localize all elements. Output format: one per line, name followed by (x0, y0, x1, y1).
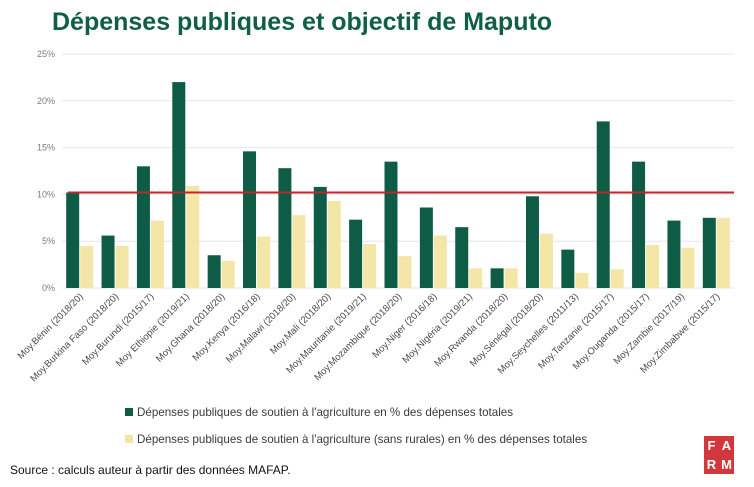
bar-series2 (610, 269, 624, 288)
chart-title: Dépenses publiques et objectif de Maputo (52, 8, 553, 36)
bar-series1 (313, 186, 327, 288)
bar-series1 (172, 82, 186, 288)
legend-label: Dépenses publiques de soutien à l'agricu… (137, 433, 587, 446)
y-tick-label: 0% (42, 283, 55, 293)
bar-series2 (292, 214, 306, 288)
x-category-label: Moy.Malawi (2018/20) (224, 291, 298, 365)
y-tick-label: 25% (37, 49, 55, 59)
bar-series2 (469, 268, 483, 288)
source-note: Source : calculs auteur à partir des don… (10, 463, 291, 477)
bar-series1 (136, 166, 150, 288)
legend-label: Dépenses publiques de soutien à l'agricu… (137, 406, 513, 419)
x-category-label: Moy.Niger (2016/18) (370, 291, 439, 360)
bar-series1 (490, 268, 504, 288)
bar-series2 (681, 247, 695, 288)
bar-series2 (80, 245, 94, 288)
bar-series2 (363, 244, 377, 288)
y-tick-label: 10% (37, 189, 55, 199)
bar-series1 (349, 219, 363, 288)
x-category-label: Moy.Ghana (2018/20) (154, 291, 227, 364)
bar-series2 (186, 185, 200, 288)
logo-letter: A (721, 438, 732, 453)
legend-swatch (125, 408, 133, 416)
bar-series1 (702, 217, 716, 288)
bar-series2 (646, 244, 660, 288)
bar-series1 (667, 220, 681, 288)
farm-logo: F A R M (704, 436, 734, 474)
legend-swatch (125, 435, 133, 443)
bar-series2 (504, 268, 518, 288)
x-category-label: Moy.Bénin (2018/20) (16, 291, 86, 361)
bar-series2 (539, 233, 553, 288)
bar-series2 (716, 217, 730, 288)
bar-series1 (632, 161, 646, 288)
bar-series2 (115, 245, 129, 288)
bar-series2 (433, 235, 447, 288)
bar-series1 (207, 255, 221, 288)
x-category-label: Moy.Kenya (2016/18) (191, 291, 263, 363)
bar-series2 (327, 200, 341, 288)
x-category-label: Moy.Nigéria (2019/21) (400, 291, 474, 365)
bar-series1 (455, 227, 469, 288)
x-category-label: Moy.Mali (2018/20) (268, 291, 333, 356)
bar-series1 (101, 235, 115, 288)
logo-letter: M (721, 457, 732, 472)
bar-series2 (398, 256, 412, 288)
bar-series2 (221, 260, 235, 288)
bar-series1 (419, 207, 433, 288)
logo-letter: R (706, 457, 717, 472)
bar-series1 (596, 121, 610, 288)
bar-series2 (257, 236, 271, 288)
logo-letter: F (707, 438, 716, 453)
bar-series1 (561, 249, 575, 288)
bar-series2 (150, 220, 164, 288)
bar-series1 (66, 192, 80, 288)
bar-series1 (278, 168, 292, 288)
bar-series1 (384, 161, 398, 288)
y-tick-label: 5% (42, 236, 55, 246)
bar-series2 (575, 273, 589, 288)
y-tick-label: 15% (37, 143, 55, 153)
bar-series1 (525, 196, 539, 288)
y-tick-label: 20% (37, 96, 55, 106)
bar-series1 (243, 151, 257, 288)
